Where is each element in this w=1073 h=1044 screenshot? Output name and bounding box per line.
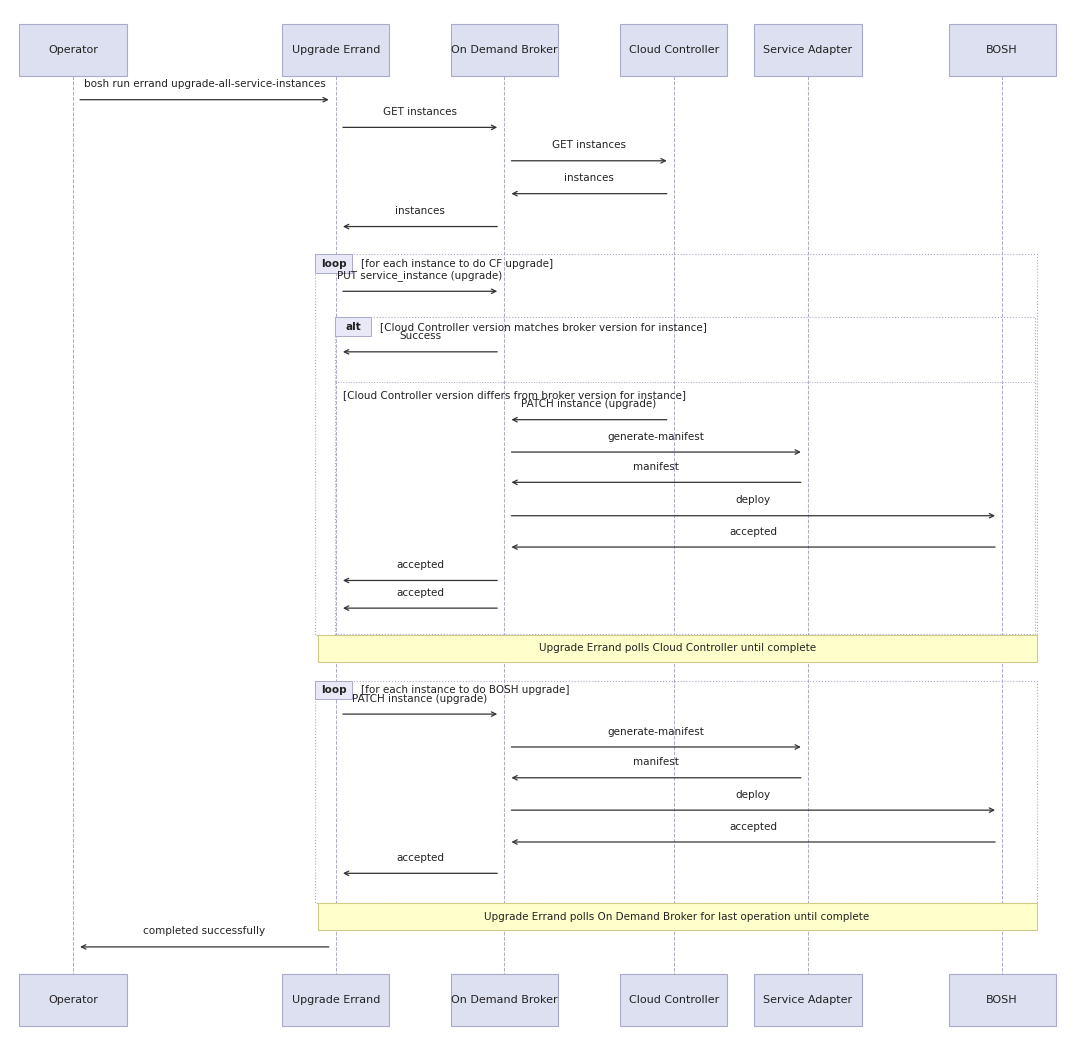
Text: Cloud Controller: Cloud Controller: [629, 45, 719, 55]
Text: On Demand Broker: On Demand Broker: [451, 995, 558, 1005]
Text: generate-manifest: generate-manifest: [607, 431, 705, 442]
Text: bosh run errand upgrade-all-service-instances: bosh run errand upgrade-all-service-inst…: [84, 79, 325, 90]
Text: [Cloud Controller version matches broker version for instance]: [Cloud Controller version matches broker…: [380, 322, 707, 332]
Text: accepted: accepted: [396, 560, 444, 570]
FancyBboxPatch shape: [282, 974, 389, 1026]
Text: Success: Success: [399, 331, 441, 341]
Text: Upgrade Errand: Upgrade Errand: [292, 995, 380, 1005]
Text: accepted: accepted: [730, 526, 777, 537]
Text: accepted: accepted: [396, 853, 444, 862]
Text: manifest: manifest: [633, 461, 679, 472]
Text: GET instances: GET instances: [383, 106, 457, 117]
Text: BOSH: BOSH: [986, 995, 1018, 1005]
Text: On Demand Broker: On Demand Broker: [451, 45, 558, 55]
FancyBboxPatch shape: [620, 974, 727, 1026]
FancyBboxPatch shape: [318, 903, 1037, 930]
Text: Cloud Controller: Cloud Controller: [629, 995, 719, 1005]
Text: manifest: manifest: [633, 757, 679, 767]
FancyBboxPatch shape: [282, 24, 389, 76]
FancyBboxPatch shape: [451, 24, 558, 76]
FancyBboxPatch shape: [335, 317, 371, 336]
Text: Service Adapter: Service Adapter: [763, 995, 853, 1005]
Text: GET instances: GET instances: [553, 140, 626, 150]
FancyBboxPatch shape: [949, 974, 1056, 1026]
FancyBboxPatch shape: [754, 24, 862, 76]
Text: Upgrade Errand polls On Demand Broker for last operation until complete: Upgrade Errand polls On Demand Broker fo…: [484, 911, 870, 922]
Text: instances: instances: [564, 173, 614, 184]
Text: [for each instance to do BOSH upgrade]: [for each instance to do BOSH upgrade]: [361, 685, 569, 695]
Text: loop: loop: [321, 685, 347, 695]
Text: loop: loop: [321, 259, 347, 268]
Text: BOSH: BOSH: [986, 45, 1018, 55]
FancyBboxPatch shape: [19, 974, 127, 1026]
Text: Upgrade Errand: Upgrade Errand: [292, 45, 380, 55]
FancyBboxPatch shape: [949, 24, 1056, 76]
Text: PATCH instance (upgrade): PATCH instance (upgrade): [352, 693, 488, 704]
Text: alt: alt: [346, 322, 361, 332]
Text: completed successfully: completed successfully: [144, 926, 265, 936]
FancyBboxPatch shape: [318, 635, 1037, 662]
FancyBboxPatch shape: [315, 681, 352, 699]
FancyBboxPatch shape: [620, 24, 727, 76]
Text: Service Adapter: Service Adapter: [763, 45, 853, 55]
Text: [for each instance to do CF upgrade]: [for each instance to do CF upgrade]: [361, 259, 553, 268]
FancyBboxPatch shape: [754, 974, 862, 1026]
Text: deploy: deploy: [736, 789, 770, 800]
Text: PATCH instance (upgrade): PATCH instance (upgrade): [521, 399, 657, 409]
Text: Upgrade Errand polls Cloud Controller until complete: Upgrade Errand polls Cloud Controller un…: [539, 643, 815, 654]
FancyBboxPatch shape: [19, 24, 127, 76]
Text: accepted: accepted: [730, 822, 777, 831]
FancyBboxPatch shape: [315, 254, 352, 274]
Text: deploy: deploy: [736, 495, 770, 505]
Text: Operator: Operator: [48, 995, 98, 1005]
Text: accepted: accepted: [396, 588, 444, 597]
Text: PUT service_instance (upgrade): PUT service_instance (upgrade): [337, 270, 503, 281]
Text: generate-manifest: generate-manifest: [607, 727, 705, 737]
FancyBboxPatch shape: [451, 974, 558, 1026]
Text: Operator: Operator: [48, 45, 98, 55]
Text: instances: instances: [395, 206, 445, 216]
Text: [Cloud Controller version differs from broker version for instance]: [Cloud Controller version differs from b…: [343, 389, 687, 400]
